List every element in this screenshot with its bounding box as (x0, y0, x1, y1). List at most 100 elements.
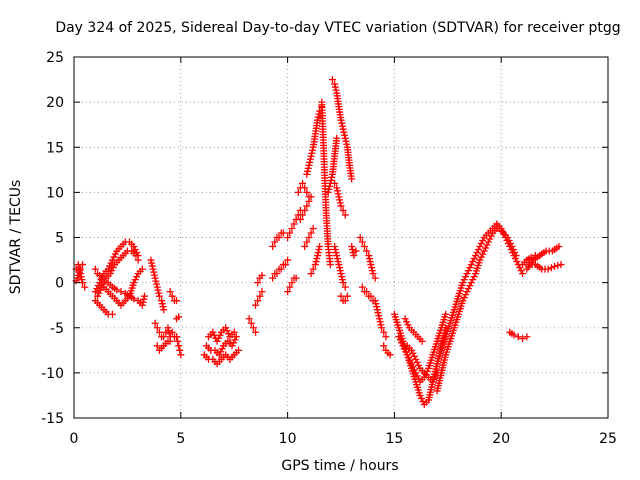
data-point-interp (158, 300, 166, 308)
data-point (326, 261, 334, 269)
data-point-interp (340, 128, 348, 136)
data-point (365, 252, 373, 260)
data-point (286, 283, 294, 291)
data-point-interp (348, 246, 356, 254)
data-point (335, 261, 343, 269)
data-point-interp (342, 137, 350, 145)
data-point-interp (403, 318, 411, 326)
data-point-interp (368, 267, 376, 275)
data-point (284, 234, 292, 241)
data-point (555, 243, 563, 251)
data-point (328, 76, 336, 84)
data-point-interp (477, 253, 485, 261)
data-point (476, 256, 484, 264)
data-point-interp (338, 276, 346, 284)
data-point-interp (304, 167, 312, 175)
data-point-interp (306, 158, 314, 166)
data-point-interp (336, 196, 344, 204)
data-point (160, 306, 168, 314)
data-point (117, 288, 125, 296)
data-point-interp (469, 258, 477, 266)
data-point-interp (482, 244, 490, 252)
data-point (164, 324, 172, 332)
data-point-interp (152, 277, 160, 285)
data-point-interp (474, 246, 482, 254)
data-point-interp (216, 331, 224, 339)
data-point (258, 271, 266, 279)
axis-ticks (73, 56, 609, 419)
series-b6 (91, 265, 106, 282)
data-point (418, 337, 426, 345)
data-point (104, 265, 112, 273)
data-point-interp (505, 237, 513, 245)
data-point (467, 279, 475, 287)
data-point (407, 360, 415, 368)
data-point (314, 116, 322, 124)
data-point-interp (99, 280, 107, 288)
series-g1 (294, 179, 313, 201)
data-point (215, 351, 223, 359)
data-point (153, 283, 161, 291)
data-point (309, 265, 317, 273)
data-point-interp (94, 282, 102, 290)
data-point (258, 288, 266, 296)
data-point (303, 202, 311, 210)
data-point (339, 279, 347, 287)
data-point (459, 297, 467, 305)
data-point-interp (327, 176, 335, 184)
data-point (96, 279, 104, 287)
data-point-interp (315, 110, 323, 118)
data-point (91, 288, 99, 296)
data-point-interp (97, 276, 105, 284)
data-point-interp (466, 264, 474, 272)
data-point (299, 211, 307, 219)
x-tick-label: 20 (492, 431, 510, 447)
data-point (286, 229, 294, 237)
data-point (519, 270, 527, 278)
data-point (348, 243, 356, 251)
data-point-interp (107, 259, 115, 267)
data-point (155, 292, 163, 300)
data-point (337, 202, 345, 210)
data-point (307, 270, 315, 278)
data-point (337, 292, 345, 300)
data-point-interp (405, 354, 413, 362)
data-point (254, 297, 262, 305)
data-point-interp (547, 264, 555, 272)
data-point-interp (225, 330, 233, 338)
data-point (305, 197, 313, 205)
data-point-interp (338, 122, 346, 130)
data-point-interp (419, 397, 427, 405)
data-point-interp (511, 255, 519, 263)
data-point-interp (312, 258, 320, 266)
data-point-interp (110, 253, 118, 261)
data-point (512, 252, 520, 260)
data-point (98, 274, 106, 282)
data-point-interp (308, 149, 316, 157)
data-point-interp (460, 276, 468, 284)
data-point-interp (506, 240, 514, 248)
series-c5 (173, 333, 185, 359)
data-point (348, 175, 356, 183)
data-point-interp (332, 86, 340, 94)
data-point-interp (139, 298, 147, 306)
series-c4 (153, 337, 174, 354)
series-f2 (269, 229, 287, 251)
data-point-interp (413, 372, 421, 380)
data-point (463, 270, 471, 278)
data-point (467, 261, 475, 269)
data-point (166, 288, 174, 296)
data-point-interp (479, 237, 487, 245)
data-point-interp (500, 230, 508, 238)
data-point (380, 328, 388, 336)
data-point (301, 243, 309, 251)
data-point-interp (341, 131, 349, 139)
data-point-interp (150, 271, 158, 279)
data-point (301, 184, 309, 192)
data-point-interp (470, 273, 478, 281)
y-tick-label: 20 (46, 95, 64, 111)
data-point (371, 274, 379, 282)
data-point (273, 270, 281, 278)
data-point-interp (366, 258, 374, 266)
